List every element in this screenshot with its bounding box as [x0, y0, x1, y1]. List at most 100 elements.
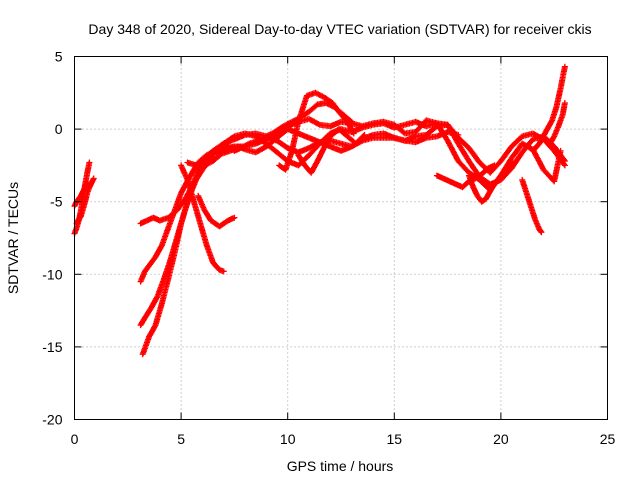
- data-point: [308, 159, 320, 176]
- series-arc-15: [519, 176, 545, 236]
- data-point: [141, 306, 154, 321]
- data-point: [352, 133, 367, 147]
- data-point: [508, 150, 525, 172]
- data-point: [478, 166, 490, 178]
- data-point: [252, 144, 268, 156]
- data-point: [158, 226, 171, 249]
- data-point: [210, 151, 224, 164]
- data-point: [171, 222, 184, 256]
- data-point: [306, 115, 322, 127]
- data-point: [190, 168, 205, 186]
- data-point: [553, 86, 564, 111]
- data-point: [508, 158, 515, 164]
- data-point: [306, 102, 320, 115]
- data-point: [86, 159, 93, 166]
- data-point: [210, 259, 222, 272]
- data-point: [220, 268, 227, 275]
- series-arc-12: [295, 126, 368, 176]
- data-point: [263, 129, 277, 140]
- data-point: [536, 226, 544, 235]
- plot-frame: [74, 56, 608, 420]
- data-point: [344, 118, 357, 136]
- y-tick-label: -20: [42, 412, 62, 428]
- data-point: [201, 207, 214, 223]
- data-point: [350, 130, 357, 137]
- data-point: [201, 158, 215, 169]
- data-point: [557, 147, 564, 154]
- data-point: [289, 120, 301, 154]
- data-point: [173, 197, 188, 214]
- data-point: [280, 119, 294, 130]
- data-point: [561, 100, 568, 106]
- x-tick-label: 25: [600, 431, 616, 447]
- data-point: [282, 149, 295, 173]
- y-axis-title: SDTVAR / TECUs: [5, 182, 21, 294]
- data-point: [216, 218, 230, 230]
- data-point: [361, 131, 368, 138]
- data-point: [459, 179, 471, 191]
- x-tick-label: 10: [280, 431, 296, 447]
- series-arc-2: [73, 175, 97, 227]
- data-point: [335, 108, 350, 124]
- data-point: [551, 149, 564, 185]
- data-point: [139, 335, 152, 358]
- data-point: [508, 134, 525, 150]
- x-tick-label: 5: [177, 431, 185, 447]
- y-tick-label: 0: [55, 121, 63, 137]
- chart-title: Day 348 of 2020, Sidereal Day-to-day VTE…: [88, 21, 591, 37]
- data-point: [263, 135, 279, 150]
- data-point: [84, 179, 91, 186]
- data-point: [271, 124, 286, 135]
- data-point: [472, 172, 484, 182]
- data-point: [154, 277, 167, 300]
- data-point: [495, 168, 508, 182]
- series-arc-9: [195, 192, 238, 230]
- data-point: [178, 162, 190, 182]
- data-point: [295, 152, 307, 168]
- data-point: [295, 94, 310, 125]
- data-point: [519, 140, 535, 152]
- series-arc-11: [276, 89, 357, 173]
- data-point: [497, 144, 514, 164]
- data-point: [502, 159, 514, 173]
- data-point: [478, 196, 488, 205]
- data-point: [90, 175, 97, 182]
- data-point: [546, 134, 557, 147]
- x-tick-label: 15: [387, 431, 403, 447]
- data-point: [542, 118, 555, 135]
- data-point: [335, 126, 350, 139]
- series-arc-8: [178, 162, 227, 275]
- data-point: [320, 134, 333, 151]
- data-point: [178, 200, 191, 227]
- data-point: [165, 251, 178, 282]
- data-point: [146, 255, 158, 269]
- series-arc-14: [465, 158, 515, 205]
- data-point: [529, 141, 542, 154]
- data-point: [212, 143, 224, 156]
- data-point: [148, 294, 160, 311]
- data-point: [216, 266, 226, 274]
- data-point: [75, 214, 84, 223]
- data-point: [231, 214, 238, 221]
- data-point: [203, 148, 215, 160]
- y-tick-label: -10: [42, 266, 62, 282]
- data-point: [455, 140, 472, 163]
- series-arc-7: [137, 100, 355, 227]
- data-point: [444, 137, 461, 163]
- data-point: [561, 162, 568, 169]
- data-point: [491, 162, 498, 169]
- data-point: [483, 185, 495, 202]
- data-point: [306, 141, 322, 159]
- data-point: [455, 158, 471, 175]
- y-tick-label: -5: [50, 194, 63, 210]
- series-arc-16: [529, 63, 568, 154]
- data-point: [165, 208, 179, 221]
- data-point: [197, 220, 210, 247]
- data-point: [536, 130, 548, 147]
- data-point: [203, 242, 216, 265]
- data-point: [314, 146, 327, 164]
- series-arc-17: [546, 100, 568, 147]
- data-point: [184, 176, 197, 204]
